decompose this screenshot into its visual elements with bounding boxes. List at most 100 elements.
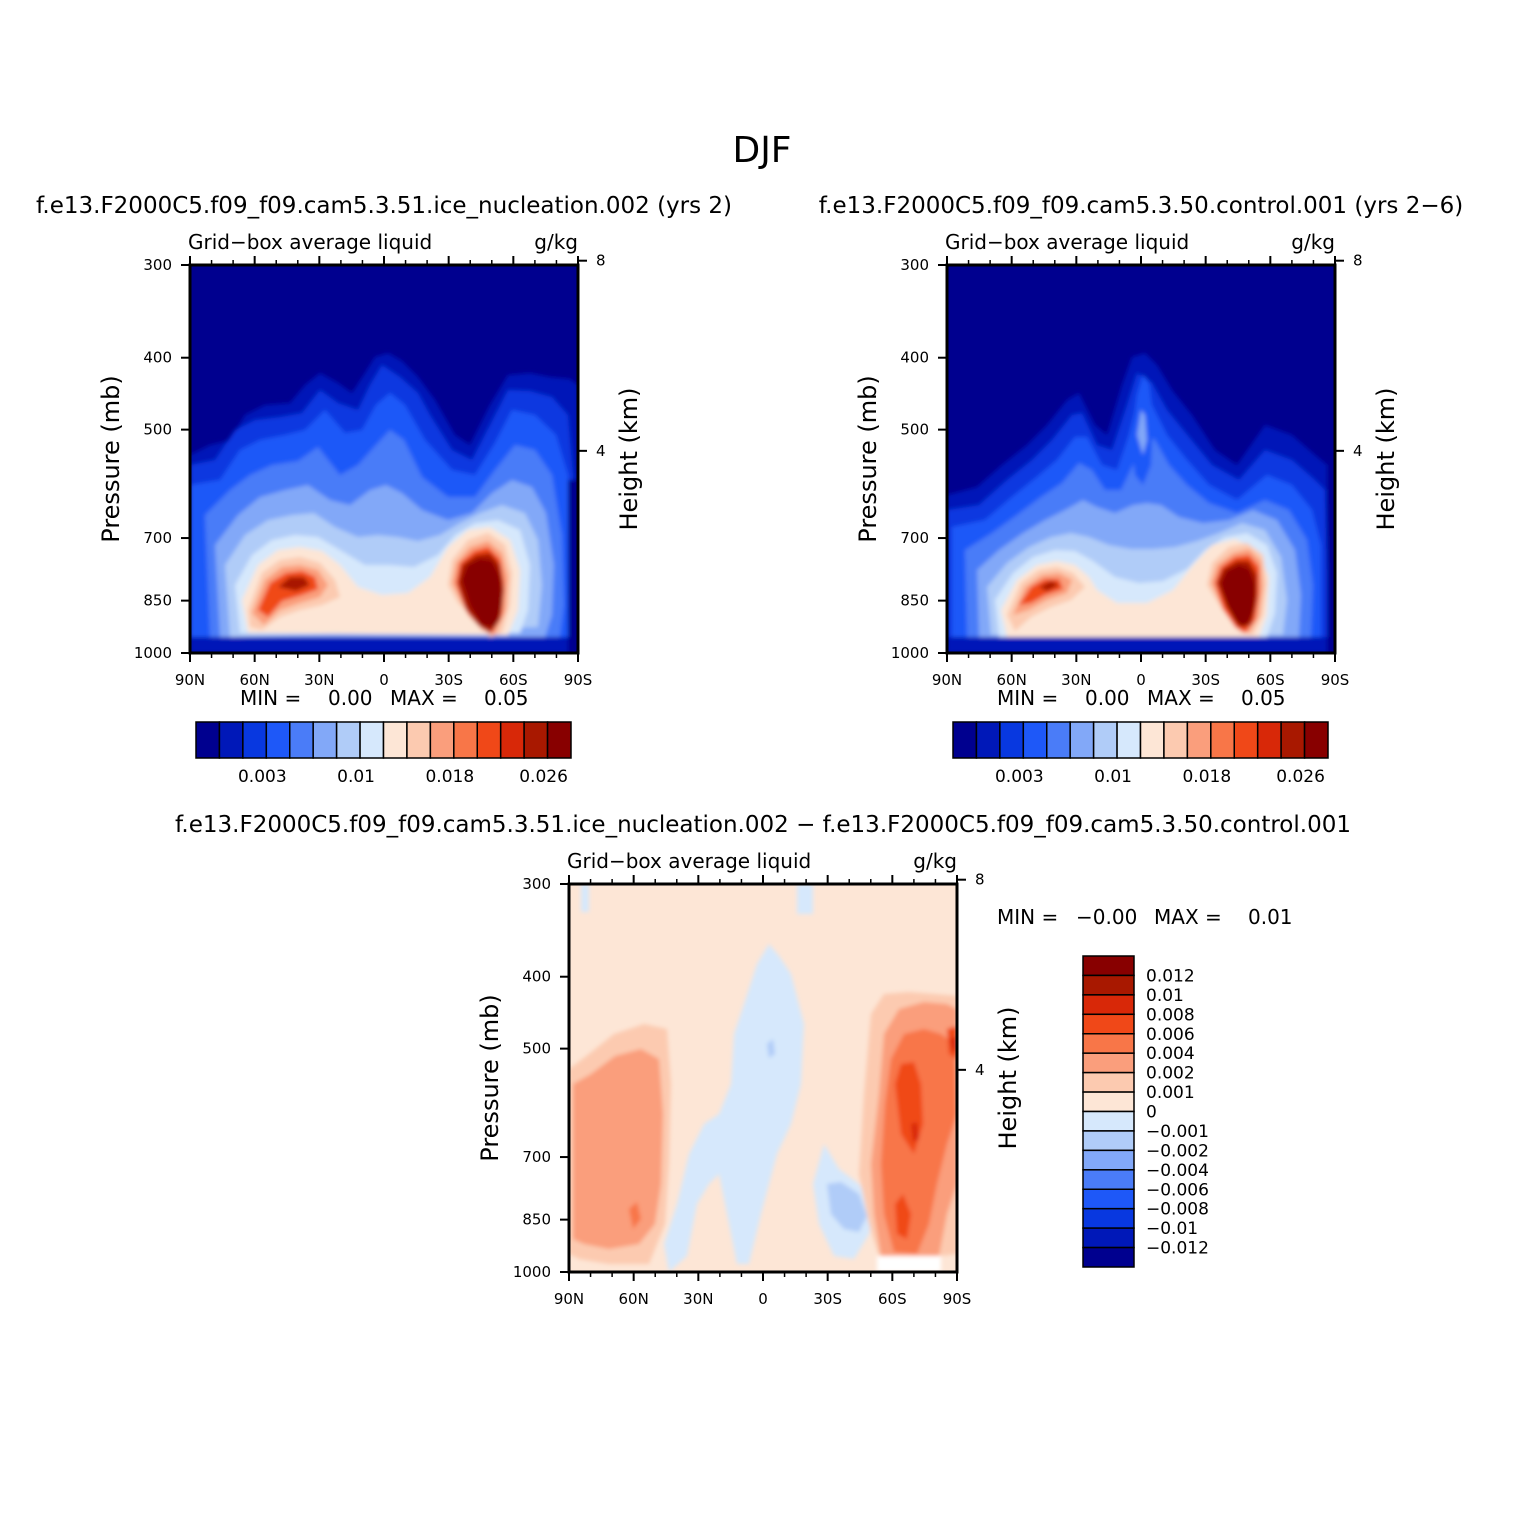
difference-colorbar-label: −0.001 bbox=[1146, 1122, 1209, 1142]
difference-colorbar-box bbox=[1082, 1246, 1135, 1268]
test-colorbar-label: 0.018 bbox=[425, 767, 474, 787]
panel-test-colorbar: 0.003 0.01 0.018 0.026 bbox=[195, 721, 572, 787]
panel-difference-plot-area bbox=[569, 884, 957, 1272]
test-colorbar-box bbox=[359, 721, 385, 759]
panel-difference-colorbar: 0.0120.010.0080.0060.0040.0020.0010−0.00… bbox=[1082, 955, 1209, 1268]
panel-test-min-label: MIN = bbox=[240, 686, 301, 710]
difference-y2tick-label: 8 bbox=[975, 871, 985, 889]
difference-ytick-label: 700 bbox=[522, 1148, 551, 1166]
control-colorbar-box bbox=[952, 721, 978, 759]
test-colorbar-box bbox=[289, 721, 314, 759]
panel-difference-contour-neg4 bbox=[827, 1182, 867, 1232]
test-colorbar-box bbox=[195, 721, 221, 759]
difference-colorbar-box bbox=[1082, 1188, 1135, 1210]
panel-difference-units: g/kg bbox=[913, 849, 957, 873]
panel-test: f.e13.F2000C5.f09_f09.cam5.3.51.ice_nucl… bbox=[36, 193, 732, 787]
control-colorbar-box bbox=[1233, 721, 1259, 759]
panel-control-case-title: f.e13.F2000C5.f09_f09.cam5.3.50.control.… bbox=[819, 193, 1463, 219]
panel-difference-contour-pos8 bbox=[911, 1036, 957, 1142]
panel-test-y2label: Height (km) bbox=[615, 388, 643, 531]
difference-colorbar-box bbox=[1082, 1169, 1135, 1190]
control-colorbar-box bbox=[1210, 721, 1235, 759]
difference-colorbar-label: 0.002 bbox=[1146, 1064, 1195, 1084]
panel-test-units: g/kg bbox=[534, 230, 578, 254]
panel-test-case-title: f.e13.F2000C5.f09_f09.cam5.3.51.ice_nucl… bbox=[36, 193, 732, 219]
control-xtick-label: 90N bbox=[932, 671, 962, 689]
figure-title: DJF bbox=[732, 130, 791, 171]
control-colorbar-box bbox=[1303, 721, 1329, 759]
control-colorbar-box bbox=[1163, 721, 1189, 759]
control-ytick-label: 400 bbox=[900, 349, 929, 367]
difference-colorbar-label: 0.001 bbox=[1146, 1083, 1195, 1103]
difference-colorbar-box bbox=[1082, 955, 1135, 977]
test-ytick-label: 300 bbox=[143, 256, 172, 274]
control-ytick-label: 500 bbox=[900, 421, 929, 439]
test-xtick-label: 30S bbox=[434, 671, 463, 689]
test-ytick-label: 1000 bbox=[134, 644, 172, 662]
test-ytick-label: 400 bbox=[143, 349, 172, 367]
control-xtick-label: 0 bbox=[1136, 671, 1146, 689]
control-ytick-label: 300 bbox=[900, 256, 929, 274]
difference-xtick-label: 90S bbox=[943, 1290, 972, 1308]
control-colorbar-box bbox=[1069, 721, 1095, 759]
difference-colorbar-box bbox=[1082, 994, 1135, 1016]
control-colorbar-box bbox=[999, 721, 1025, 759]
panel-test-contour-15 bbox=[462, 559, 502, 627]
panel-test-ylabel: Pressure (mb) bbox=[97, 375, 125, 542]
panel-control-contour-8 bbox=[1001, 539, 1269, 637]
difference-colorbar-box bbox=[1082, 1207, 1135, 1229]
difference-xtick-label: 30S bbox=[813, 1290, 842, 1308]
panel-difference-min-label: MIN = bbox=[997, 905, 1058, 929]
test-colorbar-label: 0.01 bbox=[337, 767, 375, 787]
difference-colorbar-label: 0 bbox=[1146, 1103, 1157, 1123]
panel-difference-max-label: MAX = bbox=[1154, 905, 1222, 929]
control-colorbar-box bbox=[975, 721, 1001, 759]
panel-control-contour-column-core bbox=[1137, 410, 1147, 455]
difference-colorbar-box bbox=[1082, 1071, 1135, 1093]
panel-test-plot-area bbox=[190, 265, 578, 653]
difference-ytick-label: 850 bbox=[522, 1211, 551, 1229]
panel-difference-case-title: f.e13.F2000C5.f09_f09.cam5.3.51.ice_nucl… bbox=[175, 812, 1351, 838]
difference-xtick-label: 30N bbox=[683, 1290, 713, 1308]
test-colorbar-box bbox=[523, 721, 549, 759]
panel-control-units: g/kg bbox=[1291, 230, 1335, 254]
test-colorbar-box bbox=[265, 721, 291, 759]
control-colorbar-label: 0.01 bbox=[1094, 767, 1132, 787]
panel-difference-contour-neg2 bbox=[664, 944, 804, 1272]
control-y2tick-label: 4 bbox=[1353, 442, 1363, 460]
test-xtick-label: 90N bbox=[175, 671, 205, 689]
test-colorbar-box bbox=[499, 721, 525, 759]
test-colorbar-box bbox=[476, 721, 502, 759]
test-xtick-label: 90S bbox=[564, 671, 593, 689]
panel-control-max-value: 0.05 bbox=[1241, 686, 1286, 710]
difference-ytick-label: 400 bbox=[522, 968, 551, 986]
control-colorbar-box bbox=[1280, 721, 1306, 759]
test-colorbar-label: 0.026 bbox=[519, 767, 568, 787]
panel-test-max-label: MAX = bbox=[390, 686, 458, 710]
difference-colorbar-box bbox=[1082, 974, 1135, 996]
difference-xtick-label: 0 bbox=[758, 1290, 768, 1308]
difference-colorbar-box bbox=[1082, 1110, 1135, 1132]
panel-control-max-label: MAX = bbox=[1147, 686, 1215, 710]
difference-colorbar-label: −0.004 bbox=[1146, 1161, 1209, 1181]
control-colorbar-label: 0.018 bbox=[1182, 767, 1231, 787]
panel-difference-y2label: Height (km) bbox=[994, 1007, 1022, 1150]
difference-colorbar-box bbox=[1082, 1149, 1135, 1171]
control-colorbar-box bbox=[1046, 721, 1071, 759]
difference-colorbar-box bbox=[1082, 1091, 1135, 1113]
panel-difference-contour-pos3 bbox=[629, 1202, 641, 1229]
control-colorbar-box bbox=[1186, 721, 1212, 759]
test-colorbar-box bbox=[218, 721, 244, 759]
difference-colorbar-box bbox=[1082, 1033, 1135, 1054]
difference-colorbar-label: 0.006 bbox=[1146, 1025, 1195, 1045]
panel-test-max-value: 0.05 bbox=[484, 686, 529, 710]
panel-difference-variable: Grid−box average liquid bbox=[567, 849, 811, 873]
test-colorbar-box bbox=[406, 721, 432, 759]
difference-colorbar-box bbox=[1082, 1227, 1135, 1249]
control-xtick-label: 60S bbox=[1256, 671, 1285, 689]
difference-ytick-label: 300 bbox=[522, 875, 551, 893]
test-colorbar-box bbox=[312, 721, 338, 759]
test-colorbar-box bbox=[546, 721, 572, 759]
difference-ytick-label: 1000 bbox=[513, 1263, 551, 1281]
